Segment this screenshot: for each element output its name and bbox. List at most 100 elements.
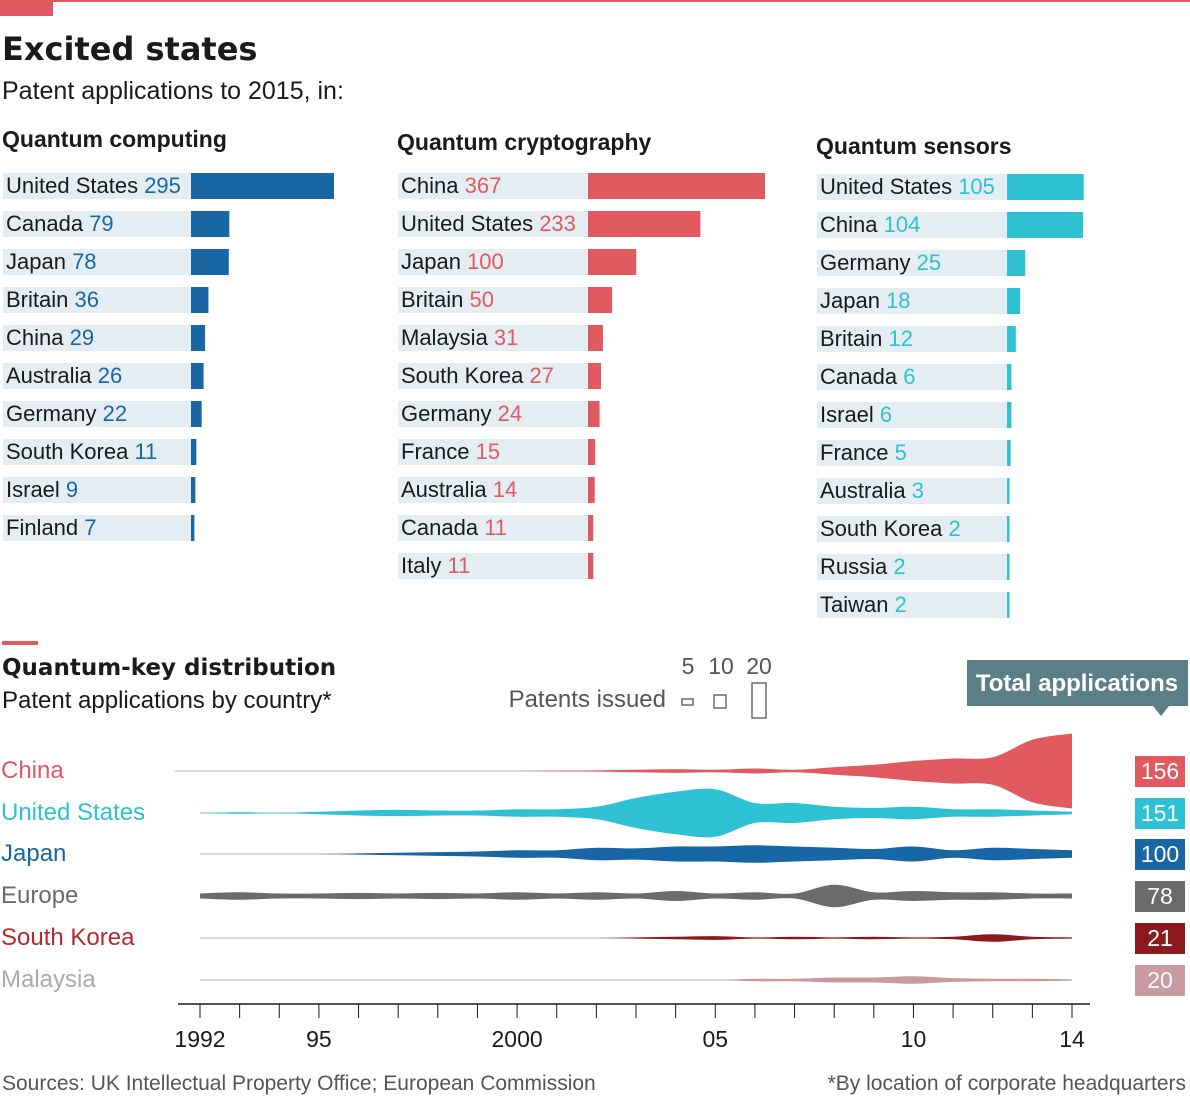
label-bg (398, 249, 588, 275)
bar-row-quantum-computing-japan: Japan 78 (3, 249, 229, 275)
stream-area-china (200, 733, 1072, 809)
stream-label-europe: Europe (1, 882, 78, 909)
x-axis: 1992 95 2000 05 10 14 (174, 1003, 1090, 1052)
bar-label-japan: Japan 78 (6, 249, 97, 274)
bar-label-france: France 15 (401, 439, 500, 464)
footer-sources: Sources: UK Intellectual Property Office… (2, 1072, 596, 1095)
stream-europe: Europe 78 (1, 881, 1185, 912)
stream-south-korea: South Korea 21 (1, 923, 1185, 954)
bar-value: 295 (144, 173, 181, 198)
label-bg (398, 363, 588, 389)
stream-area-europe (200, 884, 1072, 908)
legend-swatch-20 (751, 682, 767, 719)
label-bg (817, 326, 1007, 352)
bar-south-korea (1007, 516, 1010, 542)
bar-category: Australia (401, 477, 493, 502)
legend-swatch-10 (713, 694, 727, 709)
bar-value: 2 (893, 554, 905, 579)
bar-britain (588, 287, 613, 313)
bar-row-quantum-cryptography-britain: Britain 50 (398, 287, 613, 313)
bar-category: Malaysia (401, 325, 494, 350)
bar-category: Finland (6, 515, 84, 540)
bar-value: 233 (539, 211, 576, 236)
bar-category: Germany (6, 401, 103, 426)
bar-value: 6 (903, 364, 915, 389)
bar-category: Germany (401, 401, 498, 426)
axis-tick-label-2000: 2000 (492, 1026, 543, 1052)
bar-label-united-states: United States 295 (6, 173, 181, 198)
qkd-streams: China 156 United States 151 Japan 100 Europe 78… (1, 733, 1185, 996)
bar-label-germany: Germany 22 (6, 401, 127, 426)
bar-value: 9 (66, 477, 78, 502)
bar-china (191, 325, 206, 351)
label-bg (3, 173, 191, 199)
bar-value: 2 (948, 516, 960, 541)
panel-quantum-sensors: Quantum sensors United States 105 China 10… (816, 133, 1084, 618)
stream-area-malaysia (200, 976, 1072, 984)
bar-category: Canada (820, 364, 903, 389)
bar-label-israel: Israel 6 (820, 402, 892, 427)
bar-category: Germany (820, 250, 917, 275)
bar-label-united-states: United States 233 (401, 211, 576, 236)
bar-row-quantum-computing-australia: Australia 26 (3, 363, 204, 389)
bar-value: 50 (469, 287, 493, 312)
label-bg (817, 212, 1007, 238)
bar-category: China (820, 212, 884, 237)
bar-category: China (6, 325, 70, 350)
bar-japan (1007, 288, 1021, 314)
header-accent-bar (0, 0, 53, 16)
label-bg (3, 401, 191, 427)
bar-category: Japan (6, 249, 72, 274)
bar-label-malaysia: Malaysia 31 (401, 325, 518, 350)
label-bg (817, 402, 1007, 428)
bar-label-israel: Israel 9 (6, 477, 78, 502)
stream-label-south-korea: South Korea (1, 924, 135, 951)
total-box-japan (1135, 839, 1185, 870)
legend-label: Patents issued (509, 686, 666, 713)
bar-united-states (1007, 174, 1084, 200)
axis-tick-label-95: 95 (306, 1026, 332, 1052)
bar-germany (588, 401, 600, 427)
total-value-china: 156 (1141, 758, 1179, 784)
label-bg (3, 325, 191, 351)
bar-row-quantum-cryptography-france: France 15 (398, 439, 596, 465)
bar-value: 7 (84, 515, 96, 540)
label-bg (817, 288, 1007, 314)
bar-canada (588, 515, 594, 541)
bar-united-states (588, 211, 701, 237)
bar-israel (191, 477, 196, 503)
stream-area-japan (200, 845, 1072, 863)
qkd-accent-bar (2, 641, 38, 645)
bar-label-italy: Italy 11 (401, 553, 470, 578)
bar-taiwan (1007, 592, 1010, 618)
bar-row-quantum-cryptography-united-states: United States 233 (398, 211, 701, 237)
total-value-malaysia: 20 (1147, 967, 1173, 993)
bar-britain (191, 287, 209, 313)
label-bg (398, 439, 588, 465)
bar-label-united-states: United States 105 (820, 174, 995, 199)
bar-category: Israel (820, 402, 880, 427)
panel-title-quantum-cryptography: Quantum cryptography (397, 129, 652, 155)
bar-south-korea (588, 363, 602, 389)
bar-value: 3 (912, 478, 924, 503)
page-subtitle: Patent applications to 2015, in: (2, 77, 344, 105)
bar-label-south-korea: South Korea 27 (401, 363, 554, 388)
bar-israel (1007, 402, 1012, 428)
bar-value: 5 (895, 440, 907, 465)
total-value-south-korea: 21 (1147, 925, 1173, 951)
bar-value: 29 (70, 325, 94, 350)
page-title: Excited states (2, 30, 257, 68)
bar-row-quantum-sensors-russia: Russia 2 (817, 554, 1010, 580)
bar-label-britain: Britain 12 (820, 326, 913, 351)
bar-row-quantum-computing-finland: Finland 7 (3, 515, 195, 541)
bar-row-quantum-computing-britain: Britain 36 (3, 287, 209, 313)
label-bg (398, 553, 588, 579)
stream-area-south-korea (200, 934, 1072, 942)
bar-label-australia: Australia 3 (820, 478, 924, 503)
label-bg (817, 174, 1007, 200)
bar-value: 105 (958, 174, 995, 199)
bar-category: South Korea (820, 516, 948, 541)
stream-china: China 156 (1, 733, 1185, 809)
bar-label-germany: Germany 24 (401, 401, 522, 426)
bar-germany (1007, 250, 1026, 276)
